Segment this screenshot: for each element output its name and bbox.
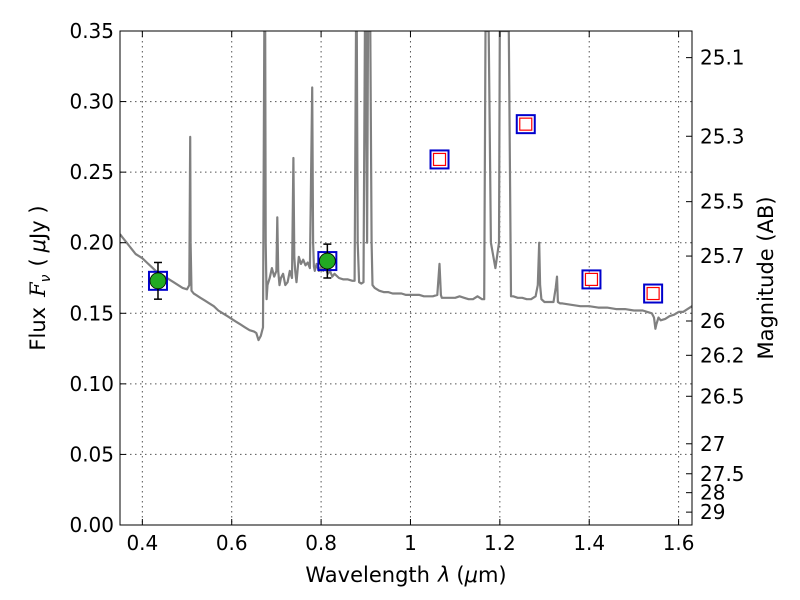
y-tick-label: 0.00 [69, 513, 114, 537]
y2-tick-label: 26 [700, 309, 725, 333]
y-tick-label: 0.05 [69, 442, 114, 466]
x-tick-label: 0.4 [126, 531, 158, 555]
y2-tick-label: 28 [700, 481, 725, 505]
y-tick-label: 0.20 [69, 231, 114, 255]
detection-point [149, 272, 167, 290]
axis-ticks: 0.4 0.6 0.8 1 1.2 1.4 1.6 0.00 0.05 0.10 0.15 0.20 0… [69, 19, 744, 555]
model-photometry-point [581, 269, 602, 290]
upper-limit-point [646, 286, 660, 301]
x-tick-label: 0.6 [216, 531, 248, 555]
y2-tick-label: 25.3 [700, 124, 745, 148]
y-axis-label: FluxFν(μJy ) [26, 205, 54, 350]
y2-tick-label: 27.5 [700, 462, 745, 486]
y2-tick-label: 25.5 [700, 190, 745, 214]
x-tick-label: 1.4 [573, 531, 605, 555]
x-tick-label: 0.8 [305, 531, 337, 555]
y2-tick-label: 27 [700, 432, 725, 456]
spectrum-line [120, 31, 692, 342]
upper-limit-point [432, 152, 447, 167]
y-tick-label: 0.30 [69, 90, 114, 114]
y2-tick-label: 25.1 [700, 46, 745, 70]
y2-tick-label: 26.5 [700, 384, 745, 408]
x-tick-label: 1.2 [484, 531, 516, 555]
x-tick-label: 1 [404, 531, 417, 555]
y-tick-label: 0.10 [69, 372, 114, 396]
plot-area [120, 31, 692, 342]
upper-limit-point [584, 272, 599, 287]
y-tick-label: 0.15 [69, 301, 114, 325]
y2-tick-label: 29 [700, 500, 725, 524]
y2-axis-label: Magnitude (AB) [754, 196, 778, 359]
y-tick-label: 0.35 [69, 19, 114, 43]
y2-tick-label: 25.7 [700, 244, 745, 268]
y-tick-label: 0.25 [69, 160, 114, 184]
y2-tick-label: 26.2 [700, 343, 745, 367]
plot-frame [119, 30, 693, 526]
model-photometry-point [643, 283, 664, 304]
x-tick-label: 1.6 [663, 531, 695, 555]
upper-limit-point [519, 117, 533, 131]
x-axis-label: Wavelength λ (μm) [305, 563, 506, 587]
detection-point [318, 252, 336, 270]
model-photometry-point [429, 149, 450, 170]
model-photometry-point [515, 114, 536, 135]
